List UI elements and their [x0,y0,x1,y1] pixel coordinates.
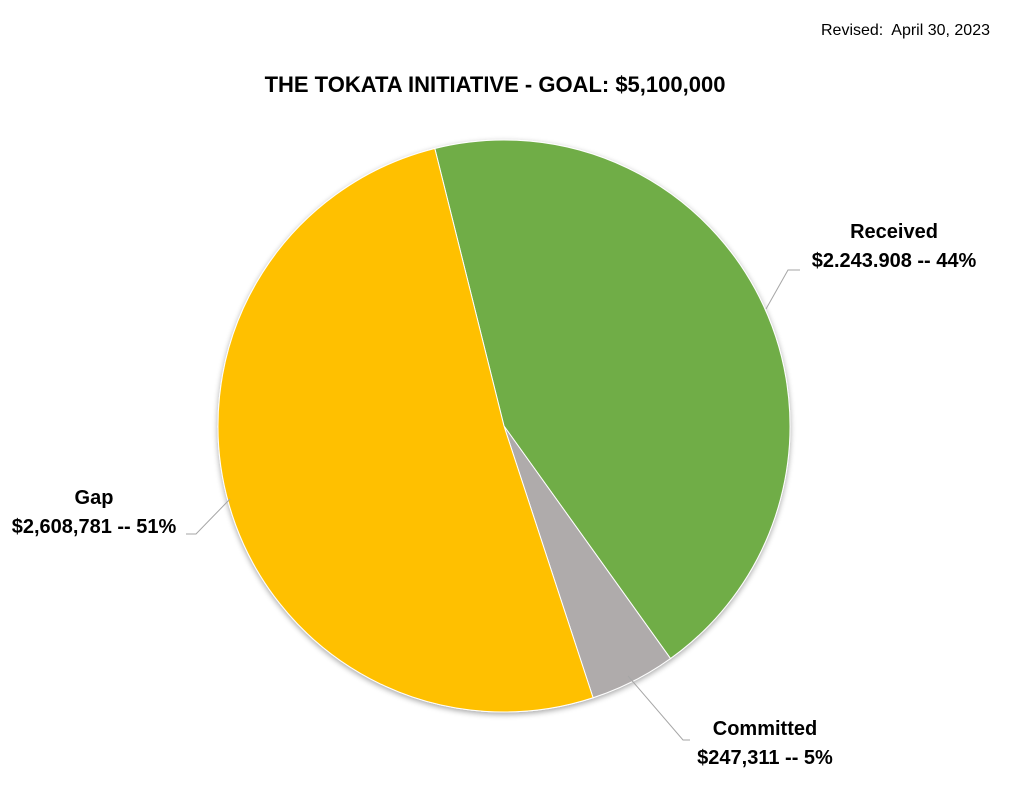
revised-date-value: April 30, 2023 [891,22,990,39]
pie-slice-gap [217,147,594,713]
data-label-name-gap: Gap [75,487,114,509]
revised-date: Revised: April 30, 2023 [821,22,990,40]
leader-line-received [765,269,800,310]
pie-slices [217,139,791,713]
data-label-committed: Committed $247,311 -- 5% [697,718,833,769]
data-label-value-gap: $2,608,781 -- 51% [12,516,177,538]
data-label-value-committed: $247,311 -- 5% [697,747,833,769]
leader-line-committed [627,675,690,741]
data-label-name-received: Received [850,221,938,243]
data-label-name-committed: Committed [713,718,817,740]
data-label-received: Received $2.243.908 -- 44% [812,221,977,272]
data-label-value-received: $2.243.908 -- 44% [812,250,977,272]
pie-slice-received [434,139,791,660]
data-label-gap: Gap $2,608,781 -- 51% [12,487,177,538]
leader-line-gap [186,498,231,535]
revised-label: Revised: [821,22,884,39]
chart-title: THE TOKATA INITIATIVE - GOAL: $5,100,000 [264,72,726,97]
